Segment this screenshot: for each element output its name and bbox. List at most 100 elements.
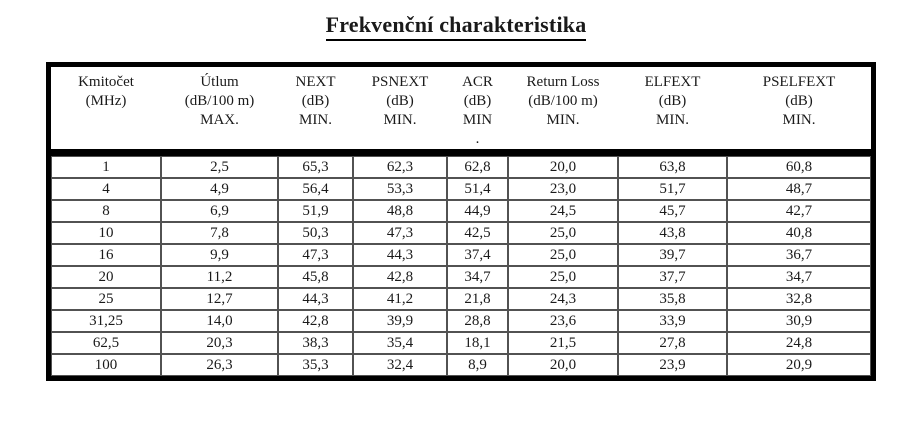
header-line: (dB/100 m) [184, 93, 255, 109]
cell-next: 47,3 [278, 244, 353, 266]
table-row: 100 26,3 35,3 32,4 8,9 20,0 23,9 20,9 [51, 354, 871, 376]
cell-acr: 34,7 [447, 266, 508, 288]
header-line: MIN. [299, 112, 332, 128]
header-line: (dB/100 m) [528, 93, 598, 109]
cell-psnext: 44,3 [353, 244, 447, 266]
cell-psnext: 48,8 [353, 200, 447, 222]
cell-pselfext: 60,8 [727, 156, 871, 178]
cell-elfext: 39,7 [618, 244, 727, 266]
frequency-characteristics-table: Kmitočet (MHz) Útlum (dB/100 m) MAX. NEXT (dB)… [46, 62, 876, 381]
header-line: ELFEXT [644, 74, 701, 90]
cell-kmitocet: 31,25 [51, 310, 161, 332]
column-header-kmitocet: Kmitočet (MHz) [51, 67, 161, 156]
cell-kmitocet: 20 [51, 266, 161, 288]
cell-return-loss: 25,0 [508, 266, 618, 288]
table-row: 8 6,9 51,9 48,8 44,9 24,5 45,7 42,7 [51, 200, 871, 222]
column-header-pselfext: PSELFEXT (dB) MIN. [727, 67, 871, 156]
cell-elfext: 23,9 [618, 354, 727, 376]
header-line: ACR [462, 74, 493, 90]
table-body: 1 2,5 65,3 62,3 62,8 20,0 63,8 60,8 4 4,9 56,4 53,3… [51, 156, 871, 376]
page-title: Frekvenční charakteristika [325, 12, 587, 41]
header-line: . [475, 131, 480, 147]
header-line: MIN. [383, 112, 417, 128]
cell-acr: 8,9 [447, 354, 508, 376]
cell-psnext: 35,4 [353, 332, 447, 354]
cell-next: 56,4 [278, 178, 353, 200]
cell-next: 44,3 [278, 288, 353, 310]
cell-return-loss: 23,0 [508, 178, 618, 200]
cell-utlum: 2,5 [161, 156, 278, 178]
cell-acr: 44,9 [447, 200, 508, 222]
cell-next: 42,8 [278, 310, 353, 332]
cell-acr: 37,4 [447, 244, 508, 266]
cell-elfext: 33,9 [618, 310, 727, 332]
table-header: Kmitočet (MHz) Útlum (dB/100 m) MAX. NEXT (dB)… [51, 67, 871, 156]
column-header-utlum: Útlum (dB/100 m) MAX. [161, 67, 278, 156]
cell-acr: 21,8 [447, 288, 508, 310]
cell-return-loss: 21,5 [508, 332, 618, 354]
cell-psnext: 42,8 [353, 266, 447, 288]
cell-pselfext: 48,7 [727, 178, 871, 200]
cell-return-loss: 25,0 [508, 244, 618, 266]
cell-return-loss: 20,0 [508, 354, 618, 376]
cell-kmitocet: 25 [51, 288, 161, 310]
cell-kmitocet: 4 [51, 178, 161, 200]
cell-return-loss: 24,5 [508, 200, 618, 222]
cell-elfext: 43,8 [618, 222, 727, 244]
column-header-return-loss: Return Loss (dB/100 m) MIN. [508, 67, 618, 156]
cell-acr: 18,1 [447, 332, 508, 354]
cell-return-loss: 23,6 [508, 310, 618, 332]
cell-kmitocet: 16 [51, 244, 161, 266]
cell-utlum: 20,3 [161, 332, 278, 354]
cell-elfext: 45,7 [618, 200, 727, 222]
cell-elfext: 27,8 [618, 332, 727, 354]
cell-pselfext: 30,9 [727, 310, 871, 332]
cell-kmitocet: 10 [51, 222, 161, 244]
title-row: Frekvenční charakteristika [0, 12, 912, 41]
cell-pselfext: 42,7 [727, 200, 871, 222]
cell-return-loss: 20,0 [508, 156, 618, 178]
header-line: (MHz) [85, 93, 127, 109]
header-line: MIN. [656, 112, 689, 128]
header-line: MIN. [546, 112, 580, 128]
table-row: 31,25 14,0 42,8 39,9 28,8 23,6 33,9 30,9 [51, 310, 871, 332]
cell-next: 45,8 [278, 266, 353, 288]
cell-kmitocet: 8 [51, 200, 161, 222]
cell-return-loss: 24,3 [508, 288, 618, 310]
cell-psnext: 47,3 [353, 222, 447, 244]
cell-psnext: 41,2 [353, 288, 447, 310]
cell-utlum: 14,0 [161, 310, 278, 332]
header-line: (dB) [386, 93, 414, 109]
cell-next: 35,3 [278, 354, 353, 376]
header-line: PSELFEXT [762, 74, 836, 90]
header-line: (dB) [785, 93, 813, 109]
table-row: 25 12,7 44,3 41,2 21,8 24,3 35,8 32,8 [51, 288, 871, 310]
table-row: 16 9,9 47,3 44,3 37,4 25,0 39,7 36,7 [51, 244, 871, 266]
cell-acr: 62,8 [447, 156, 508, 178]
header-line: MIN [462, 112, 493, 128]
cell-utlum: 12,7 [161, 288, 278, 310]
cell-next: 50,3 [278, 222, 353, 244]
cell-pselfext: 34,7 [727, 266, 871, 288]
cell-kmitocet: 100 [51, 354, 161, 376]
cell-acr: 28,8 [447, 310, 508, 332]
cell-pselfext: 32,8 [727, 288, 871, 310]
cell-acr: 51,4 [447, 178, 508, 200]
table-row: 4 4,9 56,4 53,3 51,4 23,0 51,7 48,7 [51, 178, 871, 200]
header-line: MIN. [782, 112, 816, 128]
table-header-row: Kmitočet (MHz) Útlum (dB/100 m) MAX. NEXT (dB)… [51, 67, 871, 156]
column-header-acr: ACR (dB) MIN. [447, 67, 508, 156]
cell-next: 65,3 [278, 156, 353, 178]
cell-psnext: 62,3 [353, 156, 447, 178]
cell-psnext: 53,3 [353, 178, 447, 200]
header-line: MAX. [200, 112, 239, 128]
cell-utlum: 4,9 [161, 178, 278, 200]
frequency-table-container: Kmitočet (MHz) Útlum (dB/100 m) MAX. NEXT (dB)… [46, 62, 876, 381]
cell-elfext: 35,8 [618, 288, 727, 310]
header-line: (dB) [301, 93, 330, 109]
cell-next: 51,9 [278, 200, 353, 222]
cell-acr: 42,5 [447, 222, 508, 244]
cell-utlum: 7,8 [161, 222, 278, 244]
cell-pselfext: 20,9 [727, 354, 871, 376]
